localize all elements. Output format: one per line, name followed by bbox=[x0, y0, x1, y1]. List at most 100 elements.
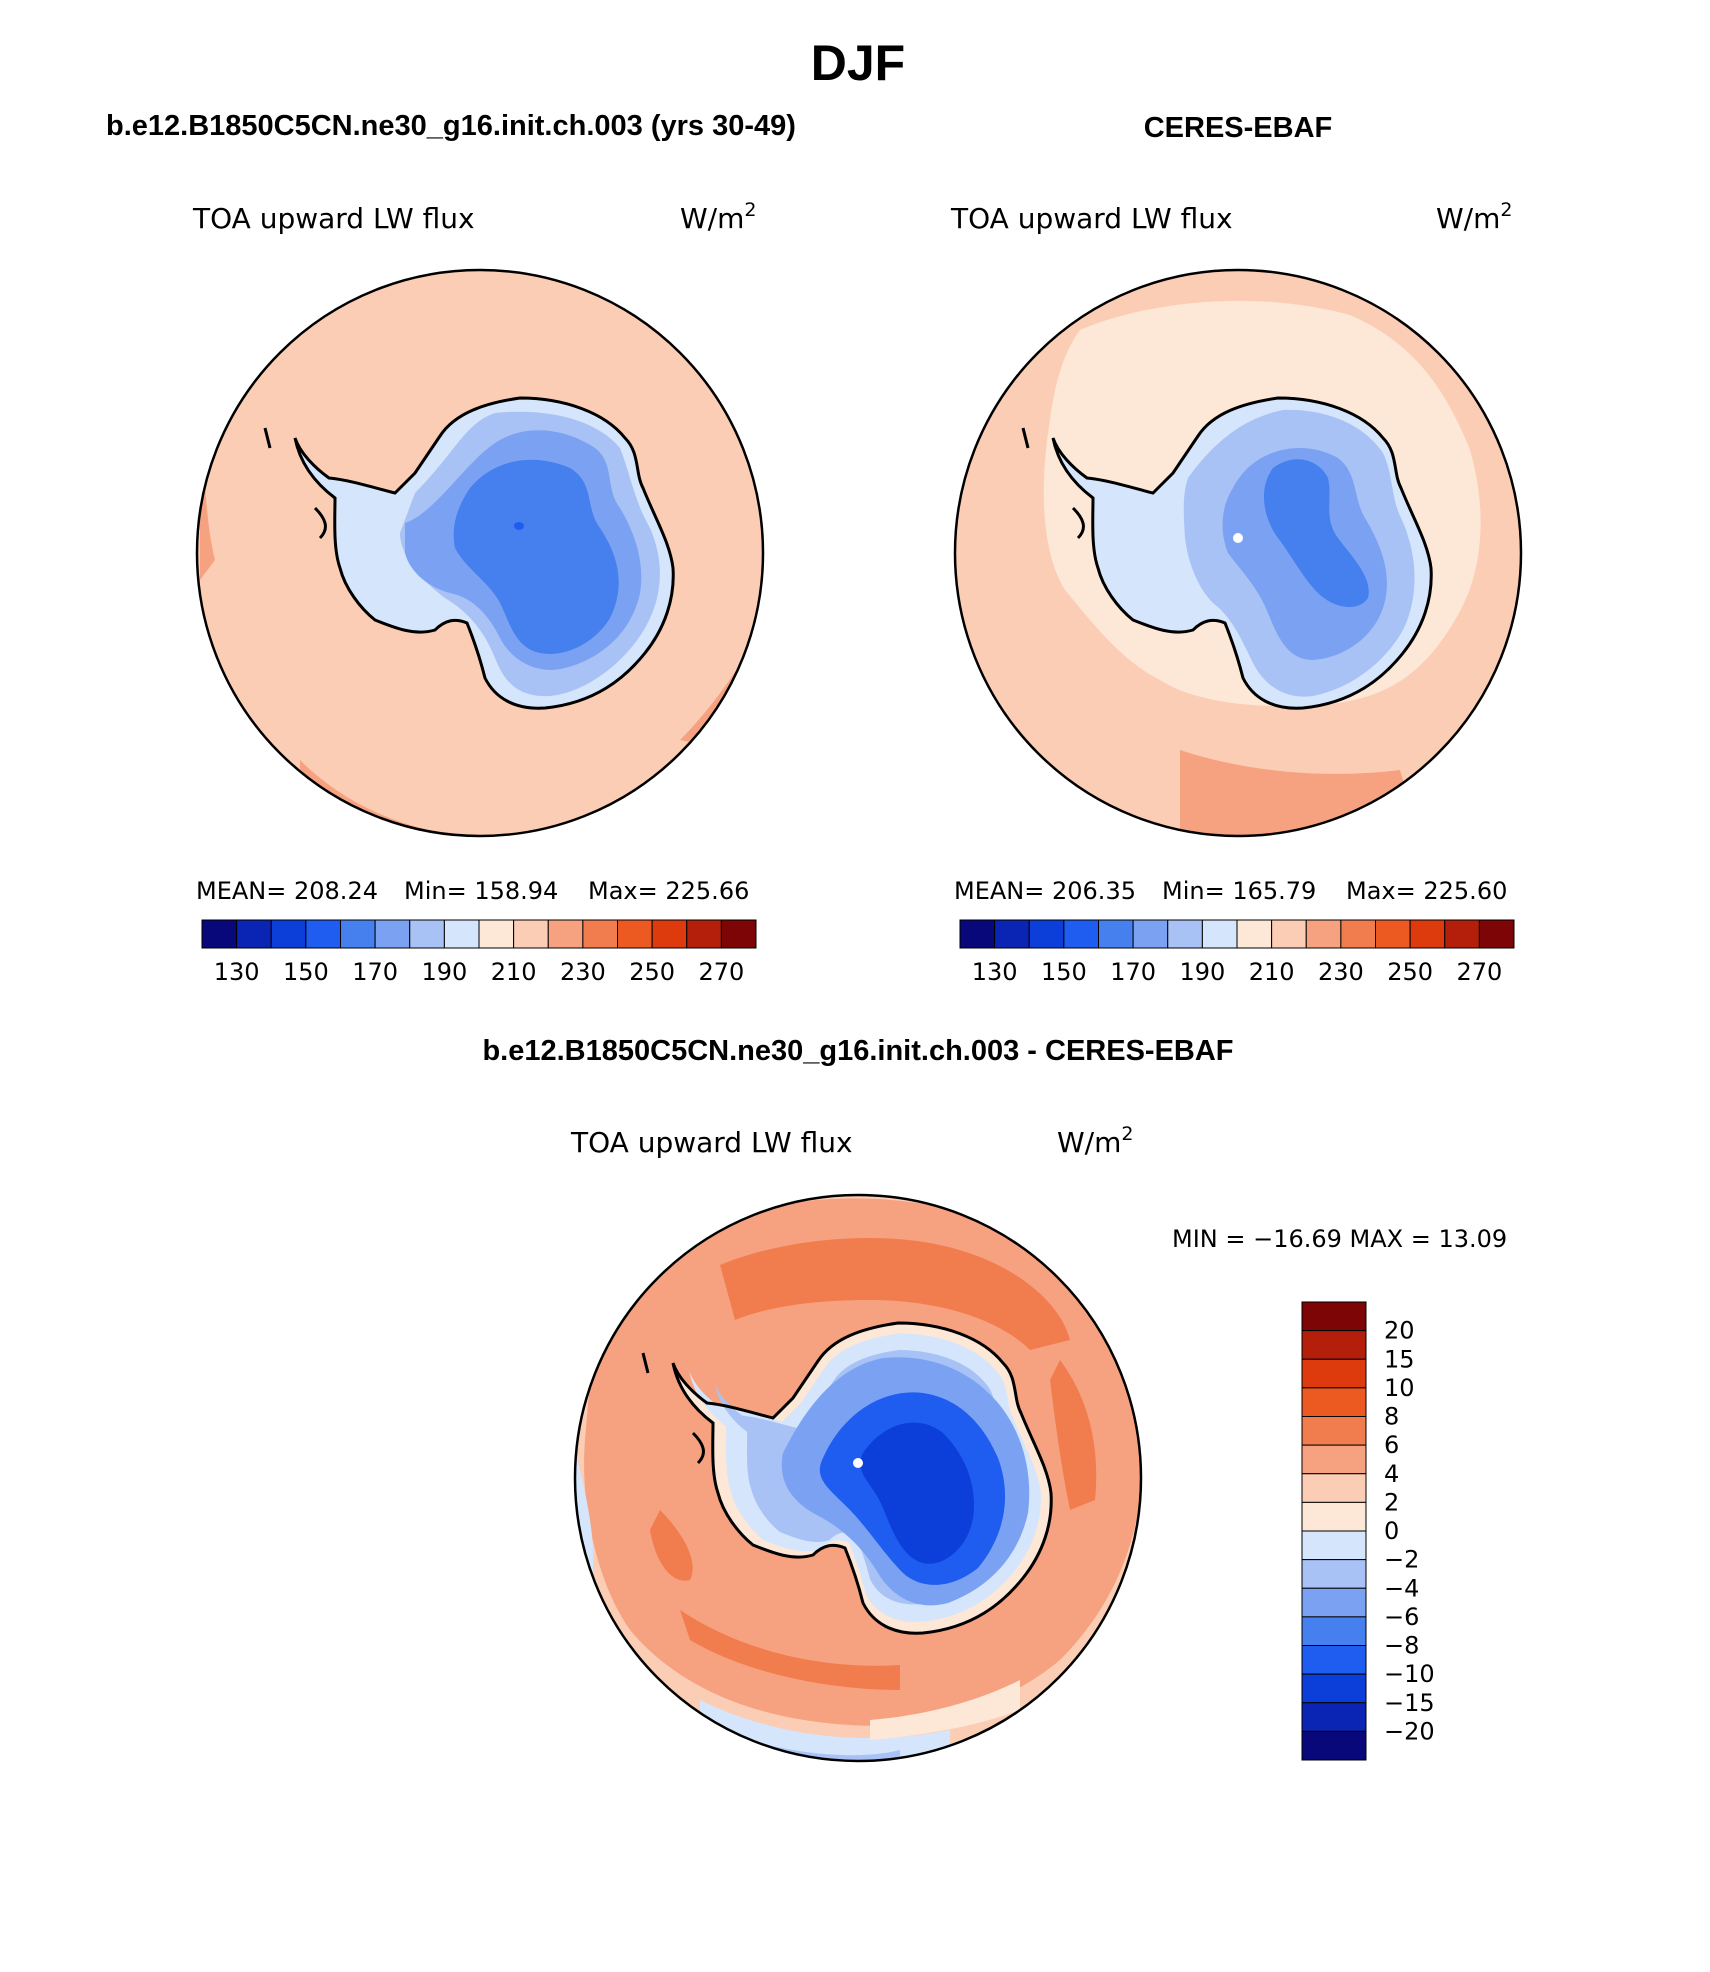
colorbar-label: −6 bbox=[1384, 1603, 1419, 1631]
colorbar-swatch bbox=[1301, 1330, 1367, 1360]
colorbar-swatch bbox=[340, 919, 376, 949]
colorbar-swatch bbox=[651, 919, 688, 949]
colorbar-tick-label: 170 bbox=[352, 958, 398, 986]
obs-colorbar: 130 150 170 190 210 230 250 270 bbox=[959, 919, 1515, 986]
model-map-panel: TOA upward LW flux W/m2 MEAN= 208.24 Min… bbox=[192, 199, 765, 986]
model-variable-label: TOA upward LW flux bbox=[192, 202, 475, 235]
colorbar-swatch bbox=[1236, 919, 1273, 949]
colorbar-swatch bbox=[1301, 1387, 1367, 1417]
colorbar-label: 20 bbox=[1384, 1317, 1415, 1345]
diff-units-label: W/m2 bbox=[1057, 1123, 1134, 1159]
colorbar-swatch bbox=[617, 919, 653, 949]
colorbar-swatch bbox=[1167, 919, 1203, 949]
colorbar-label: 0 bbox=[1384, 1517, 1399, 1545]
colorbar-swatch bbox=[1301, 1645, 1367, 1675]
svg-text:MEAN= 208.24: MEAN= 208.24 bbox=[196, 877, 378, 905]
colorbar-swatch bbox=[1301, 1444, 1367, 1475]
colorbar-tick-label: 190 bbox=[1179, 958, 1225, 986]
colorbar-label: −20 bbox=[1384, 1717, 1435, 1745]
colorbar-swatch bbox=[1301, 1301, 1367, 1332]
colorbar-swatch bbox=[305, 919, 341, 949]
colorbar-swatch bbox=[1301, 1702, 1367, 1732]
colorbar-label: −4 bbox=[1384, 1574, 1419, 1602]
colorbar-swatch bbox=[201, 919, 238, 949]
colorbar-swatch bbox=[1444, 919, 1480, 949]
colorbar-swatch bbox=[1271, 919, 1307, 949]
colorbar-label: 8 bbox=[1384, 1403, 1399, 1431]
diff-polar-map bbox=[575, 1195, 1141, 1761]
colorbar-swatch bbox=[1301, 1530, 1367, 1561]
colorbar-swatch bbox=[547, 919, 584, 949]
colorbar-swatch bbox=[1028, 919, 1065, 949]
svg-text:Min= 158.94: Min= 158.94 bbox=[404, 877, 558, 905]
obs-map-panel: TOA upward LW flux W/m2 MEAN= 206.35 Min… bbox=[950, 199, 1523, 986]
svg-text:MEAN= 206.35: MEAN= 206.35 bbox=[954, 877, 1136, 905]
svg-text:Min= 165.79: Min= 165.79 bbox=[1162, 877, 1316, 905]
colorbar-tick-label: 230 bbox=[560, 958, 606, 986]
colorbar-swatch bbox=[959, 919, 996, 949]
colorbar-swatch bbox=[1301, 1473, 1367, 1503]
colorbar-label: −8 bbox=[1384, 1632, 1419, 1660]
colorbar-swatch bbox=[1478, 919, 1515, 949]
colorbar-label: 2 bbox=[1384, 1488, 1399, 1516]
diff-variable-label: TOA upward LW flux bbox=[570, 1126, 853, 1159]
colorbar-tick-label: 230 bbox=[1318, 958, 1364, 986]
colorbar-swatch bbox=[1301, 1587, 1367, 1618]
colorbar-tick-label: 130 bbox=[214, 958, 260, 986]
colorbar-swatch bbox=[686, 919, 722, 949]
colorbar-swatch bbox=[1301, 1358, 1367, 1389]
colorbar-label: 6 bbox=[1384, 1431, 1399, 1459]
colorbar-swatch bbox=[582, 919, 618, 949]
svg-text:Max= 225.66: Max= 225.66 bbox=[588, 877, 749, 905]
obs-units-label: W/m2 bbox=[1436, 199, 1513, 235]
model-polar-map bbox=[197, 270, 763, 836]
model-panel-title: b.e12.B1850C5CN.ne30_g16.init.ch.003 (yr… bbox=[106, 110, 796, 142]
model-stats-line: MEAN= 208.24 Min= 158.94 Max= 225.66 bbox=[196, 877, 749, 905]
obs-polar-map bbox=[955, 270, 1521, 836]
colorbar-tick-label: 250 bbox=[629, 958, 675, 986]
model-colorbar: 130 150 170 190 210 230 250 270 bbox=[201, 919, 757, 986]
colorbar-swatch bbox=[236, 919, 272, 949]
diff-panel-title: b.e12.B1850C5CN.ne30_g16.init.ch.003 - C… bbox=[482, 1035, 1233, 1067]
colorbar-tick-label: 270 bbox=[698, 958, 744, 986]
colorbar-swatch bbox=[374, 919, 411, 949]
colorbar-label: 10 bbox=[1384, 1374, 1415, 1402]
colorbar-swatch bbox=[1132, 919, 1169, 949]
colorbar-label: −2 bbox=[1384, 1546, 1419, 1574]
model-units-label: W/m2 bbox=[680, 199, 757, 235]
colorbar-swatch bbox=[1340, 919, 1376, 949]
colorbar-swatch bbox=[1063, 919, 1099, 949]
colorbar-swatch bbox=[513, 919, 549, 949]
colorbar-tick-label: 150 bbox=[283, 958, 329, 986]
season-title: DJF bbox=[811, 35, 905, 91]
colorbar-label: −10 bbox=[1384, 1660, 1435, 1688]
colorbar-tick-label: 210 bbox=[1249, 958, 1295, 986]
colorbar-tick-label: 190 bbox=[421, 958, 467, 986]
colorbar-tick-label: 130 bbox=[972, 958, 1018, 986]
colorbar-tick-label: 270 bbox=[1456, 958, 1502, 986]
colorbar-swatch bbox=[1301, 1730, 1367, 1761]
colorbar-swatch bbox=[409, 919, 445, 949]
colorbar-swatch bbox=[1305, 919, 1342, 949]
colorbar-swatch bbox=[478, 919, 515, 949]
colorbar-swatch bbox=[1301, 1559, 1367, 1589]
colorbar-swatch bbox=[1375, 919, 1411, 949]
colorbar-swatch bbox=[443, 919, 480, 949]
diff-map-panel: TOA upward LW flux W/m2 MIN = −16.69 MAX… bbox=[570, 1123, 1507, 1763]
colorbar-swatch bbox=[994, 919, 1030, 949]
colorbar-swatch bbox=[720, 919, 757, 949]
colorbar-swatch bbox=[1201, 919, 1238, 949]
colorbar-tick-label: 150 bbox=[1041, 958, 1087, 986]
colorbar-swatch bbox=[1098, 919, 1134, 949]
colorbar-swatch bbox=[1301, 1673, 1367, 1704]
colorbar-tick-label: 210 bbox=[491, 958, 537, 986]
colorbar-label: 15 bbox=[1384, 1345, 1415, 1373]
svg-text:Max= 225.60: Max= 225.60 bbox=[1346, 877, 1507, 905]
colorbar-swatch bbox=[270, 919, 307, 949]
colorbar-swatch bbox=[1301, 1416, 1367, 1446]
colorbar-swatch bbox=[1301, 1501, 1367, 1532]
colorbar-label: −15 bbox=[1384, 1689, 1435, 1717]
